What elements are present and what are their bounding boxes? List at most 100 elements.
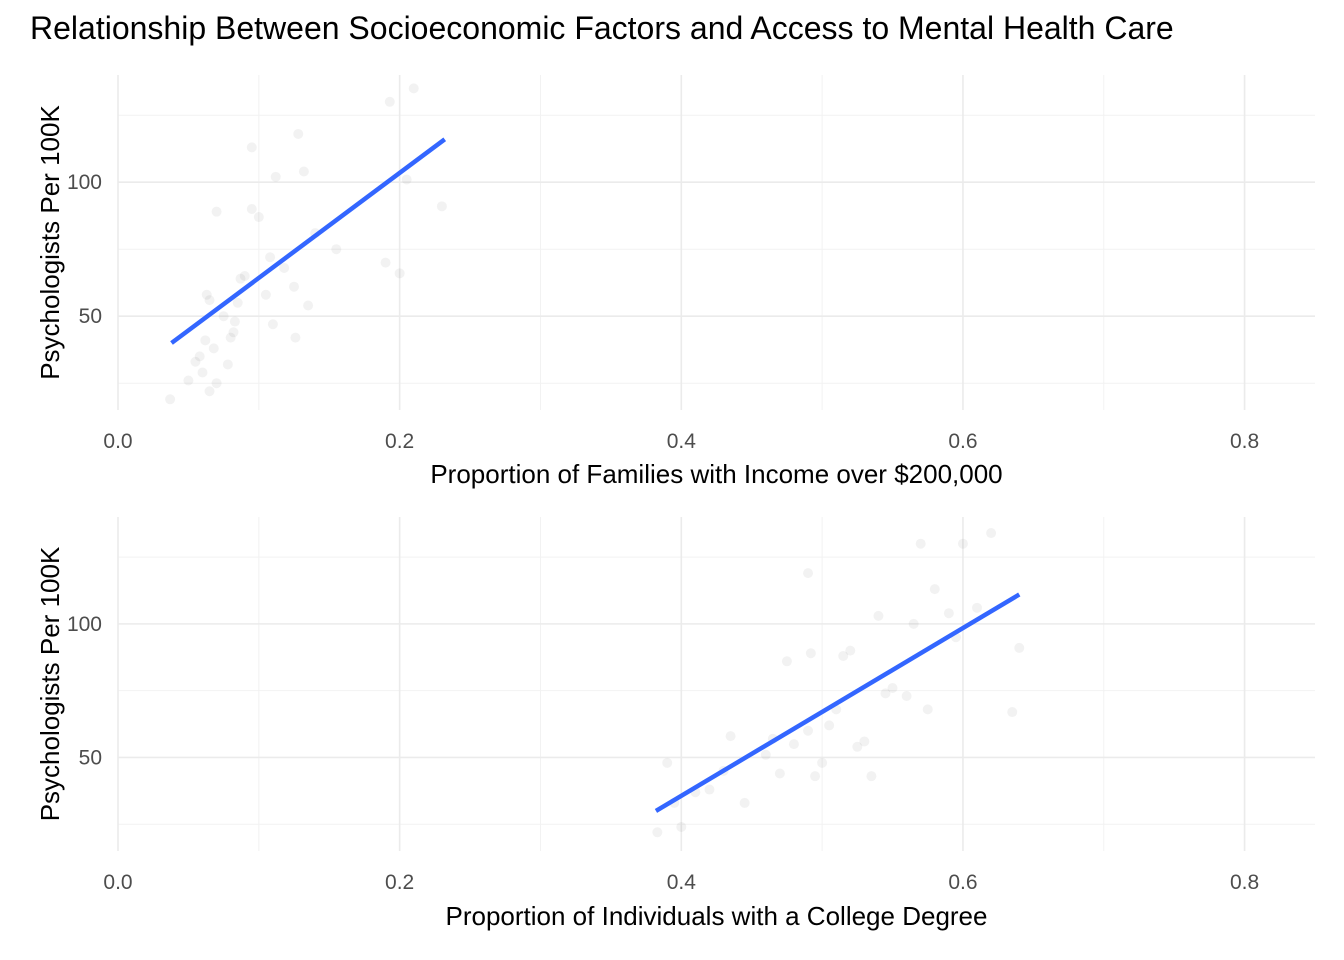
income-data-point [229,316,240,327]
college-x-axis-title: Proportion of Individuals with a College… [446,901,988,931]
college-data-point [901,691,912,702]
income-x-tick-label: 0.6 [948,430,977,453]
college-data-point [986,528,997,539]
income-data-point [239,271,250,281]
college-data-point [803,568,814,579]
income-data-point [211,206,222,217]
income-data-point [303,300,314,311]
income-x-axis-title: Proportion of Families with Income over … [430,459,1002,489]
income-data-point [290,332,301,343]
income-data-point [394,268,405,279]
income-data-point [225,332,236,343]
income-data-point [270,171,281,182]
college-data-point [676,821,687,832]
college-data-point [788,739,799,750]
income-y-axis-title: Psychologists Per 100K [35,105,65,380]
income-grid [117,75,1315,410]
college-degree-scatter-panel: 0.0 0.2 0.4 0.6 0.8 50 100 Proportion of Indivi… [35,517,1315,931]
income-x-tick-label: 0.8 [1230,430,1259,453]
college-data-point [652,827,663,838]
college-data-point [1007,707,1018,718]
college-y-axis-title: Psychologists Per 100K [35,546,65,821]
college-y-tick-label: 50 [79,746,102,769]
income-data-point [183,375,194,386]
college-data-point [810,771,821,782]
college-x-tick-label: 0.6 [948,871,977,894]
income-data-point [289,281,300,292]
income-data-point [208,343,219,354]
income-data-point [194,351,205,362]
college-data-point [880,688,891,699]
income-data-point [200,335,211,346]
income-data-point [204,295,215,306]
income-data-point [380,257,391,268]
figure-title: Relationship Between Socioeconomic Facto… [30,10,1174,46]
income-scatter-panel: 0.0 0.2 0.4 0.6 0.8 50 100 Proportion of Famili… [35,75,1315,489]
college-data-point [915,538,926,549]
income-data-point [232,297,243,308]
income-x-tick-label: 0.4 [667,430,697,453]
income-trend-line [170,137,447,345]
college-data-point [774,768,785,779]
college-data-point [838,650,849,661]
income-data-point [204,386,215,397]
college-data-point [887,683,898,694]
college-data-point [845,645,856,656]
income-data-point [265,252,276,263]
income-data-point [253,212,264,223]
income-x-tick-label: 0.2 [385,430,414,453]
college-data-point [739,797,750,808]
college-x-tick-label: 0.4 [667,871,697,894]
income-data-point [298,166,309,177]
income-data-point [267,319,278,330]
college-x-tick-label: 0.0 [103,871,132,894]
income-data-point [408,83,419,94]
income-data-point [235,273,246,284]
college-x-tick-label: 0.8 [1230,871,1259,894]
college-data-point [873,610,884,621]
college-y-tick-label: 100 [67,613,102,636]
college-x-tick-label: 0.2 [385,871,414,894]
income-data-point [246,142,257,153]
college-data-point [922,704,933,715]
income-y-tick-label: 100 [67,171,102,194]
college-data-point [957,538,968,549]
college-data-point [760,749,771,760]
college-data-point [943,608,954,619]
income-data-point [222,359,233,370]
college-data-point [972,602,983,613]
income-data-point [201,289,212,300]
income-data-point [165,394,176,405]
income-data-point [246,204,257,214]
income-data-point [260,289,271,300]
income-data-point [293,128,304,139]
income-y-tick-label: 50 [79,305,102,328]
college-trend-line [654,592,1021,813]
college-data-point [852,741,863,752]
income-data-point [218,311,229,322]
college-data-point [817,757,828,768]
college-data-point [1014,642,1025,653]
college-data-point [662,757,673,768]
income-data-point [190,356,201,367]
college-data-point [866,771,877,782]
college-data-point [725,731,736,742]
income-points [165,83,447,405]
college-data-point [929,584,940,595]
income-data-point [228,327,239,338]
college-points [652,528,1025,838]
income-data-point [211,378,222,389]
college-data-point [704,784,715,795]
college-grid [117,517,1315,851]
income-data-point [331,244,342,255]
college-data-point [908,618,919,629]
college-data-point [824,720,835,731]
income-data-point [197,367,208,378]
income-data-point [384,96,395,107]
income-data-point [436,201,447,212]
college-data-point [859,736,870,747]
college-data-point [781,656,792,667]
income-x-tick-label: 0.0 [103,430,132,453]
income-data-point [401,174,412,185]
